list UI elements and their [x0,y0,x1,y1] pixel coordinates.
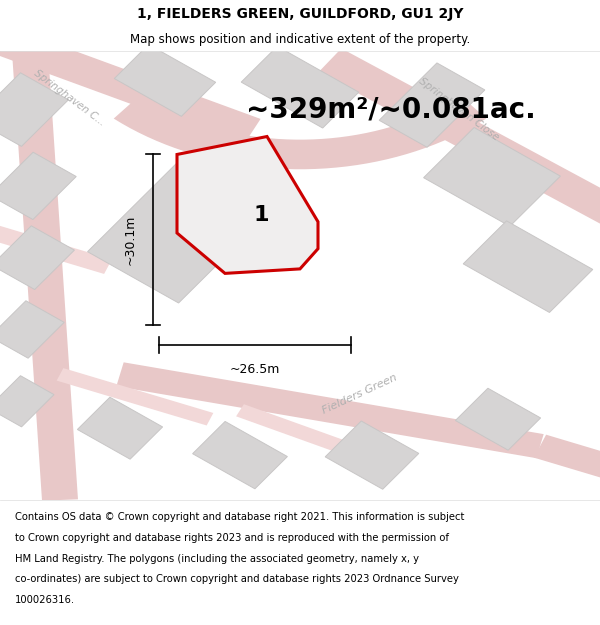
Text: co-ordinates) are subject to Crown copyright and database rights 2023 Ordnance S: co-ordinates) are subject to Crown copyr… [15,574,459,584]
Polygon shape [77,398,163,459]
Polygon shape [0,224,112,274]
Polygon shape [241,46,359,128]
Text: ~30.1m: ~30.1m [124,214,137,265]
Text: to Crown copyright and database rights 2023 and is reproduced with the permissio: to Crown copyright and database rights 2… [15,533,449,543]
Text: Fielders Green: Fielders Green [321,373,399,416]
Polygon shape [379,63,485,148]
Polygon shape [12,51,78,501]
Text: 1, FIELDERS GREEN, GUILDFORD, GU1 2JY: 1, FIELDERS GREEN, GUILDFORD, GU1 2JY [137,8,463,21]
Polygon shape [0,72,68,146]
Text: Contains OS data © Crown copyright and database right 2021. This information is : Contains OS data © Crown copyright and d… [15,512,464,522]
Text: Map shows position and indicative extent of the property.: Map shows position and indicative extent… [130,34,470,46]
Polygon shape [56,368,214,426]
Polygon shape [193,421,287,489]
Polygon shape [463,221,593,312]
Text: Springhaven Close: Springhaven Close [417,76,501,143]
Polygon shape [0,226,74,289]
Polygon shape [0,376,54,427]
Text: HM Land Registry. The polygons (including the associated geometry, namely x, y: HM Land Registry. The polygons (includin… [15,554,419,564]
Text: ~329m²/~0.081ac.: ~329m²/~0.081ac. [246,96,536,124]
Polygon shape [534,435,600,484]
Polygon shape [0,16,260,145]
Polygon shape [424,127,560,226]
Polygon shape [455,388,541,450]
Polygon shape [0,301,64,358]
Polygon shape [319,48,600,234]
Text: 1: 1 [253,205,269,225]
Text: ~26.5m: ~26.5m [230,363,280,376]
Polygon shape [115,44,215,116]
Polygon shape [0,152,76,219]
Polygon shape [177,136,318,273]
Text: 100026316.: 100026316. [15,595,75,605]
Polygon shape [236,404,394,470]
Polygon shape [325,421,419,489]
Text: Springhaven C...: Springhaven C... [32,69,106,128]
Polygon shape [88,159,272,303]
Polygon shape [114,96,486,169]
Polygon shape [116,362,544,458]
